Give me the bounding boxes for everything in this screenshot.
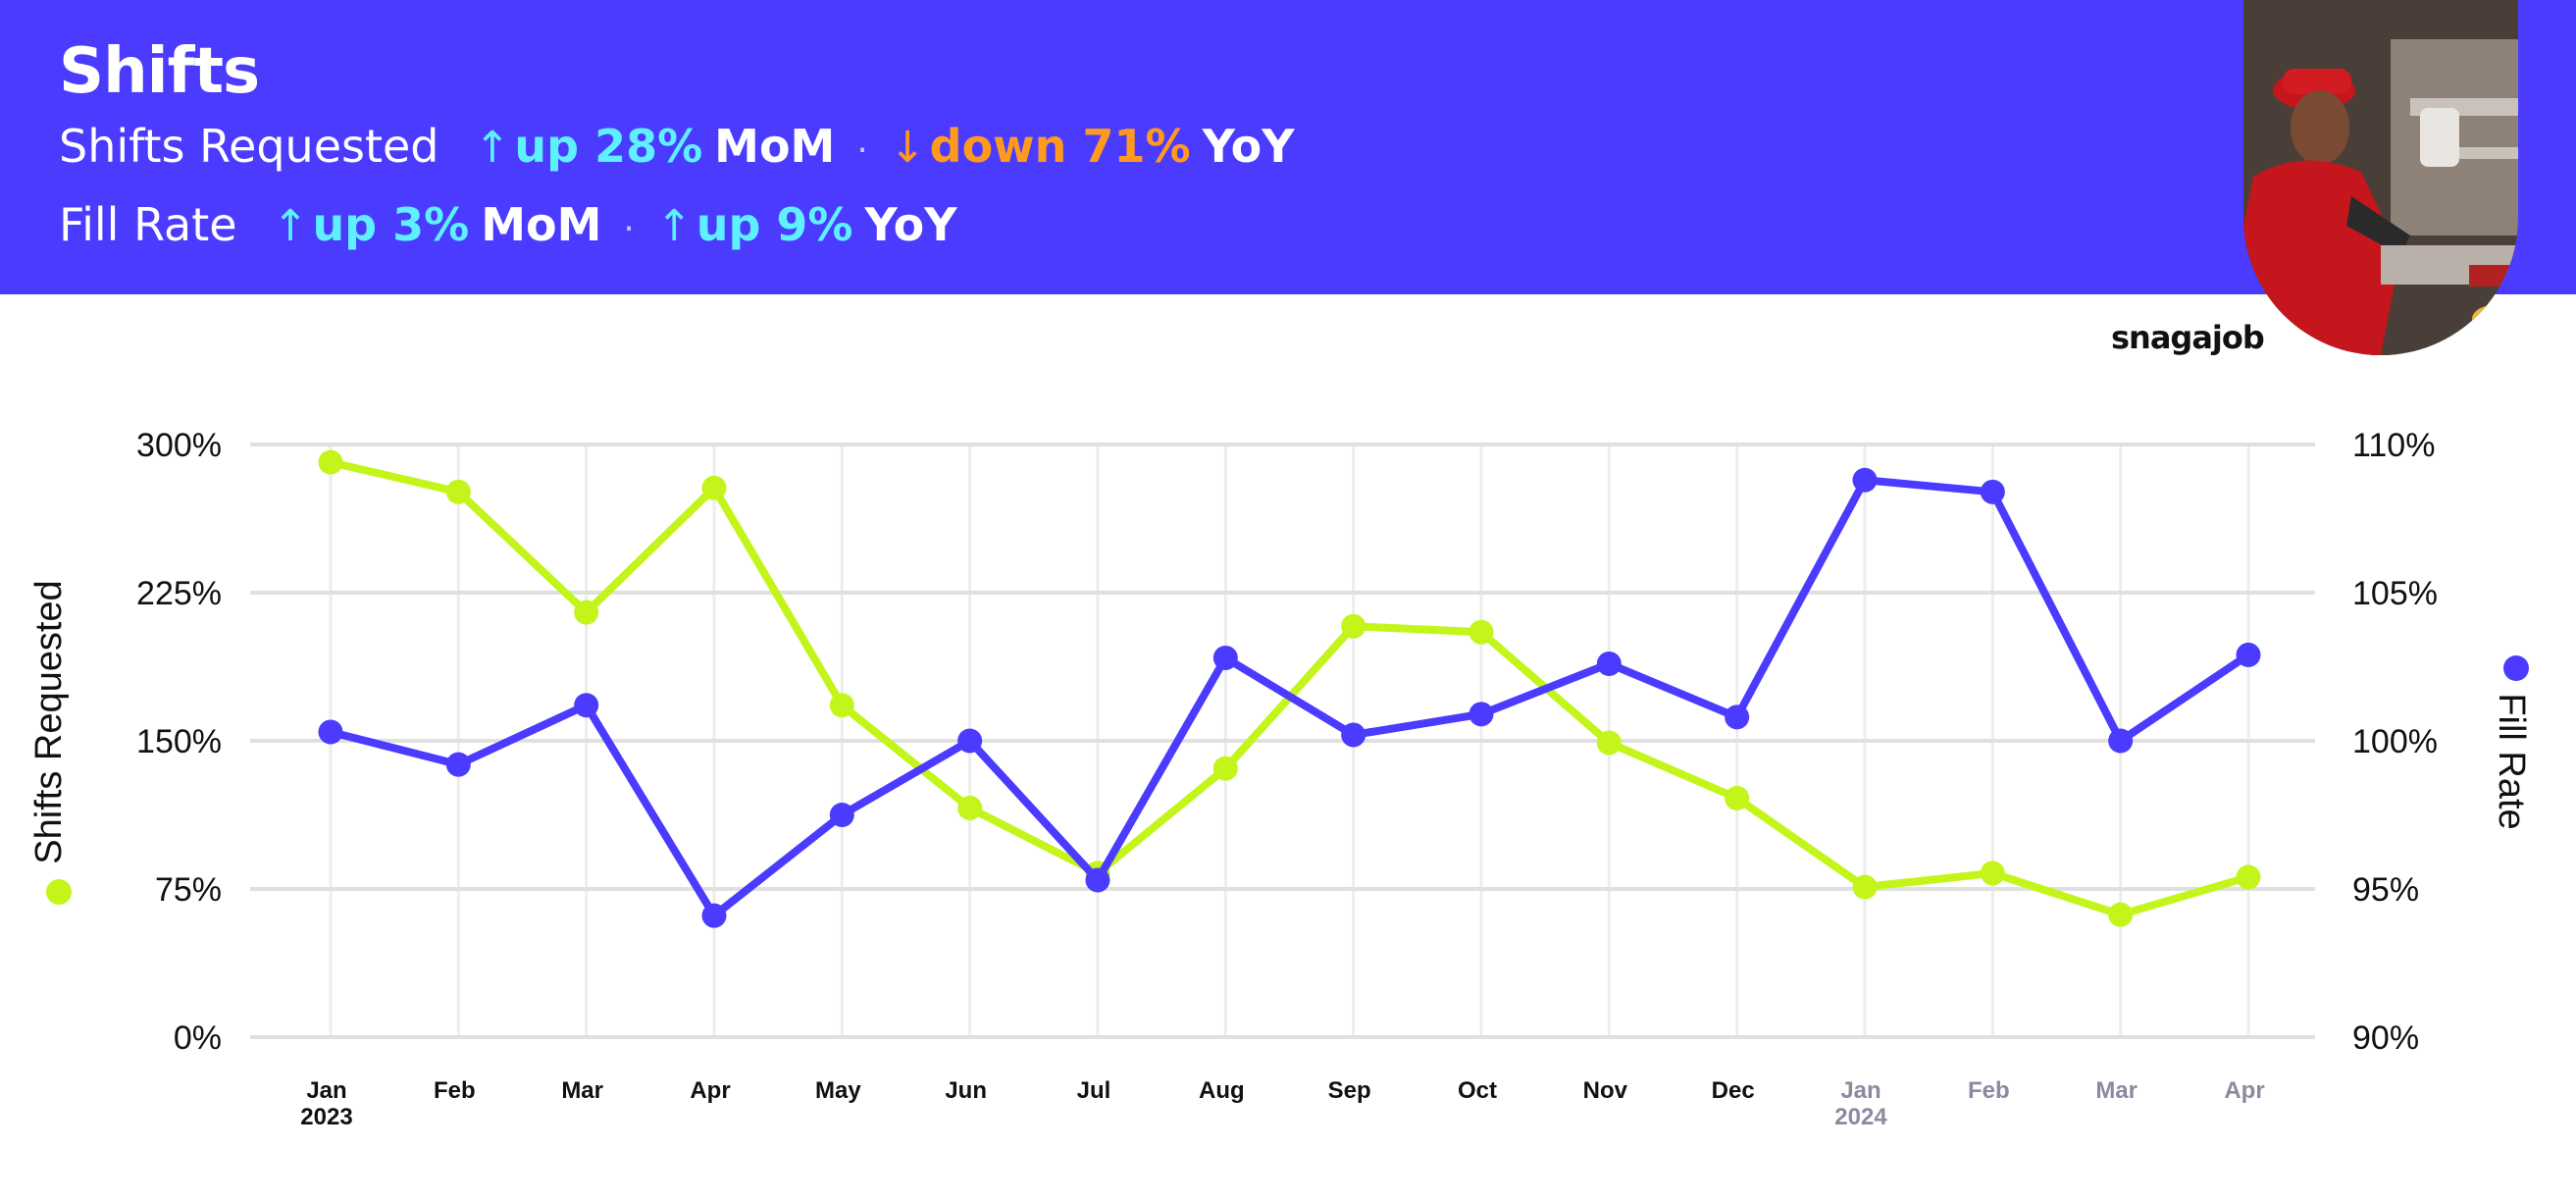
page-title: Shifts — [59, 35, 260, 108]
y-left-axis-title: Shifts Requested — [28, 580, 70, 863]
fill-rate-point — [701, 903, 727, 928]
shifts-requested-point — [2236, 864, 2261, 890]
y-left-tick-label: 150% — [136, 723, 222, 760]
y-left-tick-label: 0% — [174, 1019, 222, 1057]
y-left-tick-label: 300% — [136, 427, 222, 464]
y-right-axis-title: Fill Rate — [2491, 693, 2532, 829]
arrow-down-icon: ↓ — [889, 123, 926, 173]
x-tick-label: Jan — [1840, 1077, 1880, 1104]
fill-rate-point — [1341, 722, 1366, 748]
fill-rate-point — [1085, 867, 1110, 893]
arrow-up-icon: ↑ — [272, 201, 309, 251]
shifts-requested-point — [445, 479, 471, 504]
shifts-requested-point — [1852, 874, 1878, 900]
arrow-up-icon: ↑ — [655, 201, 693, 251]
x-tick-label: Feb — [1968, 1077, 2010, 1104]
shifts-requested-point — [1212, 756, 1238, 781]
brand-logo: snagajob — [2111, 319, 2265, 356]
fill-rate-legend-dot — [2503, 655, 2529, 681]
y-right-tick-label: 95% — [2352, 871, 2419, 909]
shifts-requested-point — [1341, 613, 1366, 639]
y-right-tick-label: 110% — [2352, 427, 2435, 464]
x-tick-label: Jul — [1077, 1077, 1111, 1104]
shifts-requested-point — [701, 475, 727, 500]
x-tick-label: Feb — [434, 1077, 476, 1104]
metric-label: Shifts Requested — [59, 120, 439, 173]
shifts-requested-metric: Shifts Requested ↑ up 28% MoM · ↓ down 7… — [59, 120, 1295, 173]
x-tick-label: Aug — [1199, 1077, 1245, 1104]
fill-rate-point — [1980, 479, 2005, 504]
x-tick-label: May — [815, 1077, 861, 1104]
shifts-requested-point — [1468, 619, 1494, 645]
fill-rate-line — [327, 476, 2252, 920]
fill-rate-point — [957, 728, 983, 754]
fill-rate-point — [1725, 705, 1750, 730]
fill-rate-metric: Fill Rate ↑ up 3% MoM · ↑ up 9% YoY — [59, 198, 957, 251]
x-tick-label: Jan — [306, 1077, 346, 1104]
yoy-change: down 71% — [929, 120, 1191, 173]
mom-period: MoM — [714, 120, 836, 173]
fill-rate-point — [829, 803, 854, 827]
arrow-up-icon: ↑ — [474, 123, 511, 173]
separator-dot: · — [623, 209, 635, 249]
header-banner: Shifts Shifts Requested ↑ up 28% MoM · ↓… — [0, 0, 2576, 294]
y-left-axis-label: Shifts Requested — [28, 580, 70, 863]
fill-rate-point — [445, 752, 471, 777]
fill-rate-point — [2236, 642, 2261, 667]
x-tick-label: Mar — [2095, 1077, 2138, 1104]
mom-period: MoM — [481, 198, 602, 251]
fill-rate-point — [318, 719, 343, 745]
fill-rate-point — [574, 693, 599, 718]
shifts-requested-point — [1596, 730, 1622, 756]
fill-rate-point — [1212, 645, 1238, 670]
mom-change: up 3% — [312, 198, 470, 251]
x-tick-label: Apr — [690, 1077, 730, 1104]
yoy-period: YoY — [864, 198, 957, 251]
shifts-requested-point — [957, 795, 983, 820]
shifts-requested-point — [574, 600, 599, 625]
y-right-tick-label: 90% — [2352, 1019, 2419, 1057]
fill-rate-point — [1852, 467, 1878, 493]
fill-rate-point — [1468, 702, 1494, 727]
separator-dot: · — [856, 131, 868, 171]
y-right-tick-label: 100% — [2352, 723, 2438, 760]
shifts-requested-point — [2108, 902, 2134, 927]
x-tick-year-label: 2023 — [300, 1104, 352, 1130]
shifts-requested-point — [1725, 785, 1750, 810]
x-tick-year-label: 2024 — [1834, 1104, 1887, 1130]
x-tick-label: Apr — [2224, 1077, 2264, 1104]
y-right-axis-label: Fill Rate — [2491, 693, 2532, 829]
x-tick-label: Nov — [1583, 1077, 1628, 1104]
y-right-tick-label: 105% — [2352, 575, 2438, 612]
y-left-tick-label: 75% — [155, 871, 222, 909]
shifts-requested-point — [318, 449, 343, 475]
shifts-requested-legend-dot — [46, 879, 72, 905]
x-tick-label: Jun — [945, 1077, 987, 1104]
x-tick-label: Mar — [561, 1077, 603, 1104]
fill-rate-point — [1596, 651, 1622, 676]
mom-change: up 28% — [514, 120, 703, 173]
yoy-change: up 9% — [696, 198, 853, 251]
x-tick-label: Oct — [1458, 1077, 1497, 1104]
yoy-period: YoY — [1202, 120, 1295, 173]
metric-label: Fill Rate — [59, 198, 237, 251]
y-left-tick-label: 225% — [136, 575, 222, 612]
x-tick-label: Dec — [1712, 1077, 1755, 1104]
x-tick-label: Sep — [1328, 1077, 1371, 1104]
shifts-requested-point — [1980, 861, 2005, 886]
fill-rate-point — [2108, 728, 2134, 754]
shifts-requested-point — [829, 693, 854, 718]
shifts-requested-line — [327, 458, 2252, 919]
